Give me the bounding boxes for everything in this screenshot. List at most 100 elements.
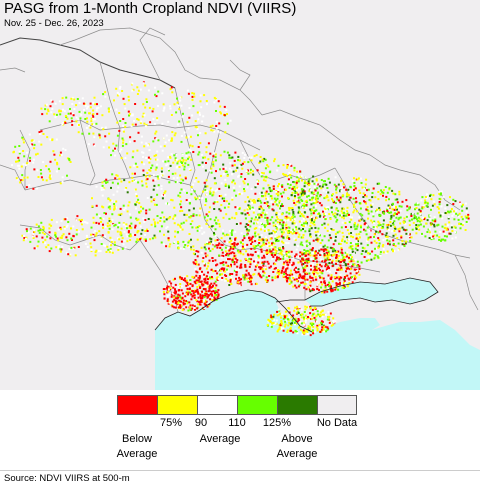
ndvi-pixel xyxy=(303,318,305,321)
ndvi-pixel xyxy=(401,226,404,229)
ndvi-pixel xyxy=(305,288,308,291)
ndvi-pixel xyxy=(49,138,52,141)
ndvi-pixel xyxy=(223,240,226,243)
ndvi-pixel xyxy=(108,203,111,206)
ndvi-pixel xyxy=(326,208,329,211)
ndvi-pixel xyxy=(338,277,341,280)
ndvi-pixel xyxy=(183,277,186,280)
ndvi-pixel xyxy=(189,291,192,294)
ndvi-pixel xyxy=(266,196,269,199)
ndvi-pixel xyxy=(183,302,186,305)
ndvi-pixel xyxy=(102,223,104,226)
ndvi-pixel xyxy=(182,159,185,161)
ndvi-pixel xyxy=(359,177,362,180)
ndvi-pixel xyxy=(214,270,217,272)
ndvi-pixel xyxy=(202,156,205,159)
ndvi-pixel xyxy=(287,242,290,245)
ndvi-pixel xyxy=(203,246,206,249)
ndvi-pixel xyxy=(252,208,255,211)
ndvi-pixel xyxy=(324,216,327,219)
ndvi-pixel xyxy=(242,180,245,183)
ndvi-pixel xyxy=(119,120,122,122)
ndvi-pixel xyxy=(68,157,71,160)
ndvi-pixel xyxy=(377,246,380,249)
ndvi-pixel xyxy=(256,199,259,202)
ndvi-pixel xyxy=(285,265,288,268)
ndvi-pixel xyxy=(32,187,35,190)
ndvi-pixel xyxy=(326,255,329,258)
ndvi-pixel xyxy=(277,270,280,273)
ndvi-pixel xyxy=(305,329,308,332)
ndvi-pixel xyxy=(319,242,322,244)
ndvi-pixel xyxy=(238,185,241,188)
ndvi-pixel xyxy=(142,217,145,220)
ndvi-pixel xyxy=(129,166,132,169)
ndvi-pixel xyxy=(322,250,325,253)
ndvi-pixel xyxy=(223,197,226,200)
ndvi-pixel xyxy=(182,179,185,182)
ndvi-pixel xyxy=(305,258,308,261)
ndvi-pixel xyxy=(450,224,453,227)
ndvi-pixel xyxy=(213,296,216,299)
ndvi-pixel xyxy=(191,295,194,298)
ndvi-pixel xyxy=(197,277,200,280)
ndvi-pixel xyxy=(422,216,424,219)
ndvi-pixel xyxy=(243,237,246,240)
ndvi-pixel xyxy=(38,140,41,143)
ndvi-pixel xyxy=(174,157,177,160)
ndvi-pixel xyxy=(229,237,232,240)
ndvi-pixel xyxy=(250,247,253,250)
ndvi-pixel xyxy=(411,228,414,231)
ndvi-pixel xyxy=(363,228,365,231)
ndvi-pixel xyxy=(186,287,189,290)
ndvi-pixel xyxy=(140,135,143,138)
ndvi-pixel xyxy=(213,208,216,210)
ndvi-pixel xyxy=(311,180,314,183)
ndvi-pixel xyxy=(205,290,208,293)
ndvi-pixel xyxy=(180,304,183,307)
ndvi-pixel xyxy=(86,117,88,120)
ndvi-pixel xyxy=(261,207,264,210)
ndvi-pixel xyxy=(217,100,220,103)
ndvi-pixel xyxy=(353,185,356,187)
ndvi-pixel xyxy=(467,213,470,216)
ndvi-pixel xyxy=(341,238,344,241)
ndvi-pixel xyxy=(448,211,451,214)
ndvi-pixel xyxy=(203,94,206,97)
ndvi-pixel xyxy=(293,202,296,204)
ndvi-pixel xyxy=(309,233,312,236)
ndvi-pixel xyxy=(340,214,343,217)
ndvi-pixel xyxy=(138,202,141,205)
ndvi-pixel xyxy=(358,233,361,236)
ndvi-pixel xyxy=(203,296,206,299)
ndvi-pixel xyxy=(417,224,420,227)
ndvi-pixel xyxy=(373,233,376,236)
tick-110: 110 xyxy=(228,417,246,429)
ndvi-pixel xyxy=(142,169,145,172)
ndvi-pixel xyxy=(137,198,140,201)
ndvi-pixel xyxy=(242,274,244,277)
ndvi-pixel xyxy=(287,324,290,327)
ndvi-pixel xyxy=(363,223,366,226)
ndvi-pixel xyxy=(234,206,237,209)
ndvi-pixel xyxy=(252,273,255,276)
ndvi-pixel xyxy=(343,282,345,284)
ndvi-pixel xyxy=(311,276,314,279)
ndvi-pixel xyxy=(341,231,344,234)
ndvi-pixel xyxy=(50,99,53,102)
ndvi-pixel xyxy=(346,212,349,215)
ndvi-pixel xyxy=(245,250,248,253)
ndvi-pixel xyxy=(175,153,178,156)
ndvi-pixel xyxy=(186,302,189,305)
ndvi-pixel xyxy=(444,212,447,214)
ndvi-pixel xyxy=(453,218,456,221)
ndvi-pixel xyxy=(195,126,198,129)
ndvi-pixel xyxy=(301,260,304,262)
ndvi-pixel xyxy=(254,232,256,235)
ndvi-pixel xyxy=(367,236,370,239)
ndvi-pixel xyxy=(72,112,74,115)
ndvi-pixel xyxy=(443,232,446,235)
ndvi-pixel xyxy=(315,205,317,208)
ndvi-pixel xyxy=(364,183,367,186)
ndvi-pixel xyxy=(252,170,254,173)
